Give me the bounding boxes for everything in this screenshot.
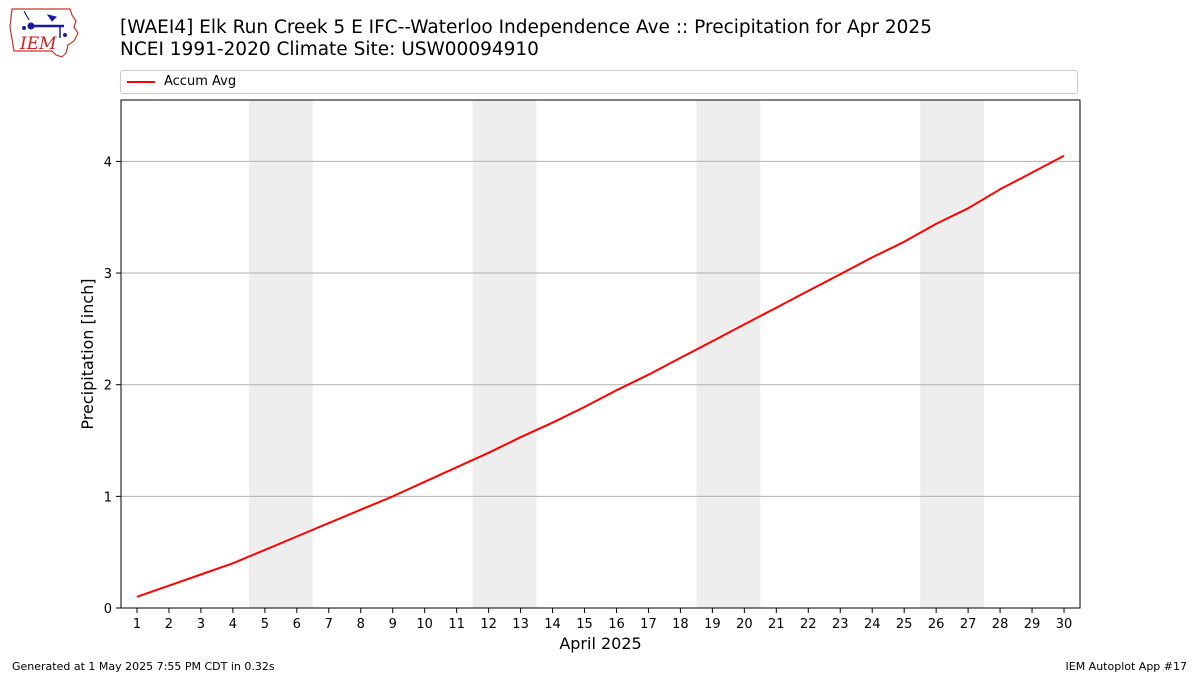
x-tick-label-6: 6 — [293, 617, 301, 632]
weekend-shade-2 — [696, 100, 761, 608]
x-tick-label-9: 9 — [389, 617, 397, 632]
x-tick-label-17: 17 — [640, 617, 657, 632]
x-tick-label-22: 22 — [800, 617, 817, 632]
footer-generated-text: Generated at 1 May 2025 7:55 PM CDT in 0… — [12, 660, 275, 673]
y-tick-label-4: 4 — [104, 155, 112, 170]
x-tick-label-20: 20 — [736, 617, 753, 632]
x-tick-label-14: 14 — [544, 617, 561, 632]
y-tick-label-0: 0 — [104, 602, 112, 617]
chart-subtitle: NCEI 1991-2020 Climate Site: USW00094910 — [120, 39, 539, 60]
x-axis-label: April 2025 — [559, 634, 641, 653]
chart-title: [WAEI4] Elk Run Creek 5 E IFC--Waterloo … — [120, 17, 932, 38]
x-tick-label-12: 12 — [480, 617, 497, 632]
x-tick-label-30: 30 — [1056, 617, 1073, 632]
legend-label-accum-avg: Accum Avg — [164, 74, 237, 89]
y-tick-label-1: 1 — [104, 490, 112, 505]
weekend-shade-1 — [472, 100, 537, 608]
legend-swatch-accum-avg — [127, 81, 155, 83]
y-tick-label-2: 2 — [104, 379, 112, 394]
x-tick-label-5: 5 — [261, 617, 269, 632]
x-tick-label-1: 1 — [133, 617, 141, 632]
logo-text: IEM — [19, 34, 57, 54]
series-line-accum-avg — [136, 154, 1065, 598]
x-tick-label-21: 21 — [768, 617, 785, 632]
x-tick-label-18: 18 — [672, 617, 689, 632]
y-tick-label-3: 3 — [104, 267, 112, 282]
x-tick-label-10: 10 — [416, 617, 433, 632]
x-tick-label-27: 27 — [960, 617, 977, 632]
plot-frame — [120, 99, 1081, 609]
iowa-outline-icon — [9, 8, 79, 58]
weekend-shade-3 — [920, 100, 985, 608]
iem-logo: IEM — [9, 8, 79, 58]
x-tick-label-13: 13 — [512, 617, 529, 632]
weather-station-icon — [22, 10, 67, 38]
x-tick-label-25: 25 — [896, 617, 913, 632]
footer-app-label: IEM Autoplot App #17 — [1065, 660, 1188, 673]
x-tick-label-24: 24 — [864, 617, 881, 632]
x-tick-label-15: 15 — [576, 617, 593, 632]
x-tick-label-3: 3 — [197, 617, 205, 632]
weekend-shade-0 — [248, 100, 313, 608]
x-tick-label-11: 11 — [448, 617, 465, 632]
x-tick-label-8: 8 — [357, 617, 365, 632]
x-tick-label-2: 2 — [165, 617, 173, 632]
x-tick-label-28: 28 — [992, 617, 1009, 632]
x-tick-label-7: 7 — [325, 617, 333, 632]
x-tick-label-16: 16 — [608, 617, 625, 632]
y-axis-label: Precipitation [inch] — [78, 278, 97, 429]
legend: Accum Avg — [120, 70, 1078, 94]
x-tick-label-23: 23 — [832, 617, 849, 632]
x-tick-label-29: 29 — [1024, 617, 1041, 632]
x-tick-label-26: 26 — [928, 617, 945, 632]
x-tick-label-19: 19 — [704, 617, 721, 632]
x-tick-label-4: 4 — [229, 617, 237, 632]
